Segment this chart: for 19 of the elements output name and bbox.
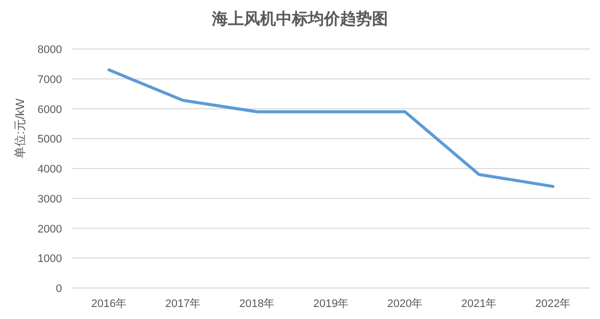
y-tick-label: 3000 xyxy=(38,193,62,206)
y-axis-title: 单位:元/kW xyxy=(13,98,27,158)
x-tick-label: 2022年 xyxy=(535,298,571,310)
y-tick-label: 6000 xyxy=(38,104,62,116)
y-tick-label: 1000 xyxy=(38,253,62,266)
chart-title: 海上风机中标均价趋势图 xyxy=(211,10,388,28)
x-tick-label: 2018年 xyxy=(239,298,275,310)
line-series xyxy=(108,68,554,188)
y-tick-label: 4000 xyxy=(38,164,62,176)
y-tick-label: 7000 xyxy=(38,74,62,86)
y-tick-label: 2000 xyxy=(38,223,62,236)
y-tick-label: 0 xyxy=(56,283,62,295)
x-tick-label: 2016年 xyxy=(91,298,127,310)
y-tick-label: 5000 xyxy=(38,134,62,146)
x-tick-label: 2020年 xyxy=(387,298,423,310)
x-tick-label: 2021年 xyxy=(461,298,497,310)
y-tick-label: 8000 xyxy=(38,44,62,56)
x-tick-label: 2017年 xyxy=(165,298,201,310)
x-tick-label: 2019年 xyxy=(313,298,349,310)
